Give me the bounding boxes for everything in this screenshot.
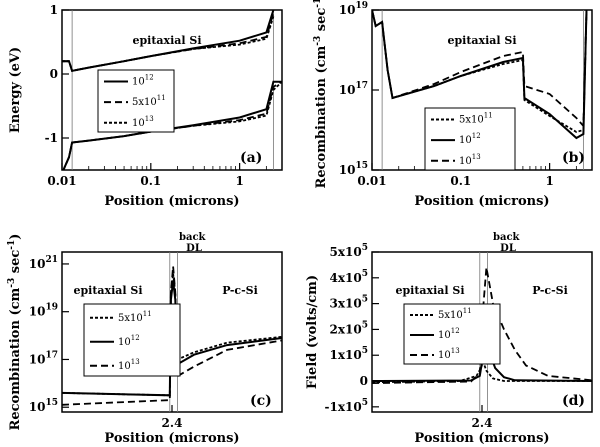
legend-label: 5x1011 bbox=[132, 94, 166, 108]
legend-box bbox=[97, 69, 175, 133]
x-tick-label: 2.4 bbox=[162, 416, 183, 430]
y-tick-label: 5x105 bbox=[330, 243, 368, 259]
panel-b: 0.01 0.1 1 1015 1017 1019 Position (microns)… bbox=[313, 0, 593, 209]
y-ticks-d: -1x105 0 1x105 2x105 3x105 4x105 5x105 bbox=[325, 243, 379, 414]
y-tick-label: 1021 bbox=[29, 255, 58, 271]
legend-label: 1013 bbox=[459, 153, 481, 167]
y-ticks-b: 1015 1017 1019 bbox=[339, 1, 379, 177]
legend-label: 1012 bbox=[132, 73, 154, 87]
y-tick-label: 2x105 bbox=[330, 320, 368, 336]
x-tick-label: 0.1 bbox=[450, 174, 471, 188]
legend-box bbox=[83, 303, 181, 377]
y-tick-label: 1 bbox=[50, 3, 58, 17]
x-axis-label-b: Position (microns) bbox=[414, 194, 549, 209]
y-tick-label: -1x105 bbox=[325, 398, 368, 414]
series-line-1 bbox=[372, 359, 592, 384]
y-tick-label: 0 bbox=[360, 374, 368, 388]
panel-d: 2.4 -1x105 0 1x105 2x105 3x105 4x105 5x105 Pos… bbox=[305, 232, 593, 446]
y-ticks-c: 1015 1017 1019 1021 bbox=[29, 255, 69, 414]
x-ticks-d: 2.4 bbox=[472, 405, 493, 430]
y-tick-label: 1019 bbox=[339, 1, 368, 17]
plot-frame-a bbox=[61, 9, 283, 171]
y-axis-label-b: Recombination (cm-3 sec-1) bbox=[313, 0, 329, 188]
y-tick-label: 1015 bbox=[29, 398, 58, 414]
legend-label: 1012 bbox=[459, 132, 481, 146]
x-tick-label: 1 bbox=[545, 174, 553, 188]
x-axis-label-c: Position (microns) bbox=[104, 431, 239, 446]
y-tick-label: 1015 bbox=[339, 161, 368, 177]
panel-a: 0.01 0.1 1 -1 0 1 Position (microns) Energy … bbox=[8, 3, 283, 209]
y-tick-label: 1017 bbox=[339, 81, 368, 97]
y-tick-label: 0 bbox=[50, 67, 58, 81]
legend-label: 1013 bbox=[132, 115, 154, 129]
panel-label-d: (d) bbox=[562, 393, 585, 409]
y-tick-label: 1019 bbox=[29, 303, 58, 319]
y-axis-label-a: Energy (eV) bbox=[8, 47, 23, 133]
annotation-b: epitaxial Si bbox=[447, 34, 516, 47]
legend-c: 5x1011 1012 1013 bbox=[83, 303, 181, 377]
y-tick-label: 1017 bbox=[29, 350, 58, 366]
x-ticks-a: 0.01 0.1 1 bbox=[47, 163, 267, 188]
annotation-epitaxial-c: epitaxial Si bbox=[73, 284, 142, 297]
panel-label-b: (b) bbox=[562, 150, 585, 166]
legend-box bbox=[424, 107, 516, 171]
legend-label: 1013 bbox=[118, 358, 140, 372]
y-tick-label: 1x105 bbox=[330, 346, 368, 362]
legend-label: 5x1011 bbox=[118, 310, 152, 324]
legend-label: 5x1011 bbox=[438, 307, 472, 321]
x-tick-label: 1 bbox=[235, 174, 243, 188]
panel-label-c: (c) bbox=[250, 393, 272, 409]
y-axis-label-c: Recombination (cm-3 sec-1) bbox=[7, 234, 23, 431]
panel-label-a: (a) bbox=[240, 150, 262, 166]
legend-label: 5x1011 bbox=[459, 111, 493, 125]
legend-label: 1012 bbox=[118, 334, 140, 348]
y-tick-label: -1 bbox=[45, 131, 58, 145]
top-label-d: back DL bbox=[493, 232, 523, 254]
x-axis-label-a: Position (microns) bbox=[104, 194, 239, 209]
x-ticks-c: 2.4 bbox=[162, 405, 183, 430]
y-axis-label-d: Field (volts/cm) bbox=[305, 275, 320, 389]
x-tick-label: 2.4 bbox=[472, 416, 493, 430]
top-label-c: back DL bbox=[179, 232, 209, 254]
x-tick-label: 0.01 bbox=[357, 174, 386, 188]
x-axis-label-d: Position (microns) bbox=[414, 431, 549, 446]
x-ticks-b: 0.01 0.1 1 bbox=[357, 163, 577, 188]
legend-b: 5x1011 1012 1013 bbox=[424, 107, 516, 171]
legend-label: 1013 bbox=[438, 347, 460, 361]
legend-a: 1012 5x1011 1013 bbox=[97, 69, 175, 133]
y-tick-label: 3x105 bbox=[330, 295, 368, 311]
lines-b bbox=[372, 10, 588, 170]
annotation-pcsi-d: P-c-Si bbox=[532, 284, 568, 297]
y-ticks-a: -1 0 1 bbox=[45, 3, 69, 145]
x-tick-label: 0.01 bbox=[47, 174, 76, 188]
legend-label: 1012 bbox=[438, 327, 460, 341]
series-line-1 bbox=[372, 10, 588, 133]
y-tick-label: 4x105 bbox=[330, 269, 368, 285]
annotation-pcsi-c: P-c-Si bbox=[222, 284, 258, 297]
x-tick-label: 0.1 bbox=[140, 174, 161, 188]
annotation-epitaxial-d: epitaxial Si bbox=[395, 284, 464, 297]
annotation-a: epitaxial Si bbox=[132, 34, 201, 47]
legend-d: 5x1011 1012 1013 bbox=[403, 303, 501, 365]
series-line-2 bbox=[62, 16, 275, 72]
